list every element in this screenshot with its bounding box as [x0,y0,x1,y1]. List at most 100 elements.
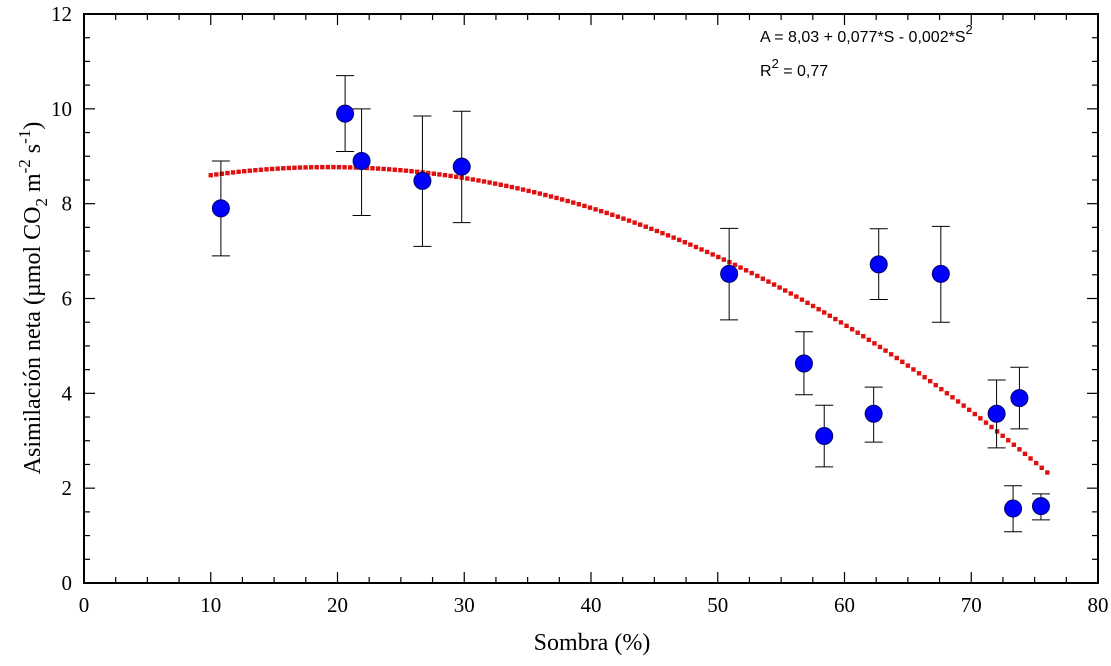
fit-curve-marker [1045,470,1050,475]
fit-curve-marker [498,182,503,187]
fit-curve-marker [771,282,777,287]
fit-curve-marker [955,399,961,404]
fit-curve-marker [375,166,381,171]
fit-curve-marker [370,166,375,171]
fit-curve-marker [788,291,793,296]
fit-curve-marker [1000,433,1005,439]
fit-curve-marker [543,192,548,198]
fit-curve-marker [833,316,838,322]
fit-curve-marker [838,320,844,325]
fit-curve-marker [492,181,498,186]
y-tick-label: 0 [62,571,73,595]
fit-curve-marker [448,173,453,179]
fit-curve-marker [481,179,487,184]
fit-curve-marker [1017,447,1022,452]
fit-curve-marker [626,218,632,223]
data-point [352,151,371,170]
fit-curve-marker [214,172,219,177]
fit-curve-marker [381,166,386,172]
fit-curve-marker [939,386,944,392]
fit-curve-marker [532,190,537,195]
fit-curve-marker [732,262,738,268]
fit-curve-marker [253,168,258,173]
fit-curve-marker [297,165,303,170]
fit-curve-marker [927,378,933,384]
fit-curve-marker [1006,438,1011,443]
data-point [864,404,883,423]
y-tick-label: 2 [62,476,73,500]
fit-curve-marker [526,188,531,194]
x-tick-label: 70 [961,593,982,617]
fit-curve-marker [799,297,805,302]
fit-curve-marker [911,367,916,372]
fit-curve-marker [822,310,827,315]
fit-curve-marker [453,174,459,179]
fit-curve-marker [509,184,515,190]
data-point [869,255,888,274]
fit-curve-marker [671,235,676,240]
fit-curve-marker [554,195,559,201]
fit-curve-marker [677,237,682,243]
fit-curve-marker [699,247,704,252]
fit-curve-marker [888,352,894,357]
fit-curve-marker [442,172,448,178]
x-axis-title: Sombra (%) [534,630,651,656]
fit-curve-marker [403,168,409,173]
data-point [413,171,432,190]
y-axis-title-s: s [20,144,46,159]
fit-curve-marker [269,166,275,172]
fit-curve-marker [721,257,727,262]
fit-curve-marker [1028,456,1033,461]
data-point [1010,389,1029,408]
fit-curve-marker [693,244,699,250]
fit-curve-marker [320,164,325,170]
fit-curve-marker [905,363,911,368]
data-point [794,354,813,373]
fit-curve-marker [537,191,542,196]
fit-curve-marker [392,167,397,172]
fit-curve-marker [738,265,743,270]
fit-curve-marker [755,273,760,279]
y-tick-label: 10 [51,97,72,121]
fit-curve-marker [548,194,554,199]
y-axis-title-close: ) [20,122,46,130]
fit-curve-marker [900,359,905,364]
fit-curve-marker [286,165,292,171]
y-axis-title-m: m [20,173,46,198]
fit-curve-marker [654,228,660,234]
fit-curve-marker [264,167,269,172]
equation-text: A = 8,03 + 0,077*S - 0,002*S [760,29,966,46]
fit-curve-marker [649,226,654,232]
fit-curve-marker [621,216,626,221]
data-point [452,157,471,176]
fit-curve-marker [576,202,582,207]
fit-curve-marker [314,164,319,170]
data-point [815,427,834,446]
fit-curve-marker [387,167,392,172]
fit-curve-marker [342,165,347,170]
fit-curve-marker [861,334,866,339]
fit-curve-marker [710,252,715,257]
fit-curve-marker [593,207,598,212]
fit-curve-marker [743,268,749,273]
fit-curve-marker [643,224,648,229]
x-tick-label: 40 [581,593,602,617]
fit-curve-marker [665,233,671,238]
data-point [931,264,950,283]
fit-curve-marker [414,169,420,174]
fit-curve-marker [331,164,336,170]
fit-curve-marker [760,276,766,281]
fit-curve-marker [504,183,509,189]
x-tick-label: 20 [327,593,348,617]
fit-curve-marker [409,169,414,174]
x-tick-label: 50 [707,593,728,617]
fit-curve-marker [336,164,342,170]
data-point [336,104,355,123]
fit-curve-marker [1022,451,1028,457]
fit-curve-marker [470,177,476,182]
x-tick-label: 0 [79,593,90,617]
equation-exponent: 2 [966,22,973,37]
x-tick-label: 80 [1088,593,1109,617]
r-squared-symbol: R [760,63,772,80]
plot-frame [83,13,1099,584]
